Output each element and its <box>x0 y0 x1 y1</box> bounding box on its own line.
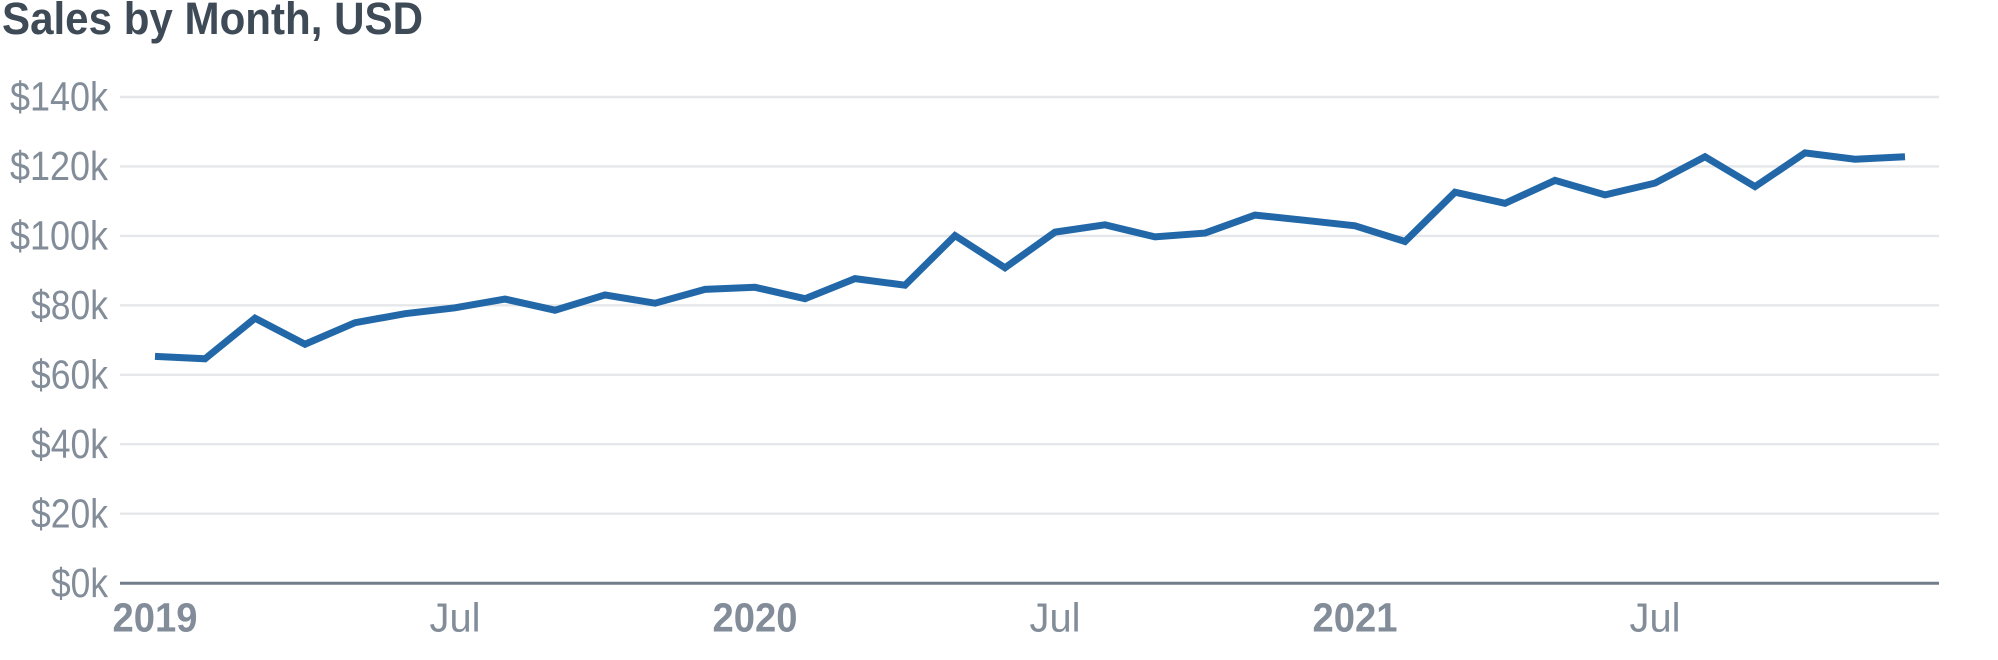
svg-text:Jul: Jul <box>430 595 481 641</box>
svg-text:$80k: $80k <box>31 282 108 328</box>
svg-text:2021: 2021 <box>1313 595 1398 641</box>
svg-text:$20k: $20k <box>31 490 108 536</box>
svg-text:$0k: $0k <box>51 560 108 606</box>
svg-text:$100k: $100k <box>10 213 108 259</box>
svg-text:Jul: Jul <box>1630 595 1681 641</box>
svg-text:Sales by Month, USD: Sales by Month, USD <box>2 0 423 44</box>
svg-text:2019: 2019 <box>113 595 198 641</box>
svg-text:$40k: $40k <box>31 421 108 467</box>
svg-text:$60k: $60k <box>31 351 108 397</box>
svg-text:Jul: Jul <box>1030 595 1081 641</box>
svg-text:2020: 2020 <box>713 595 798 641</box>
svg-text:$120k: $120k <box>10 143 108 189</box>
svg-text:$140k: $140k <box>10 74 108 120</box>
